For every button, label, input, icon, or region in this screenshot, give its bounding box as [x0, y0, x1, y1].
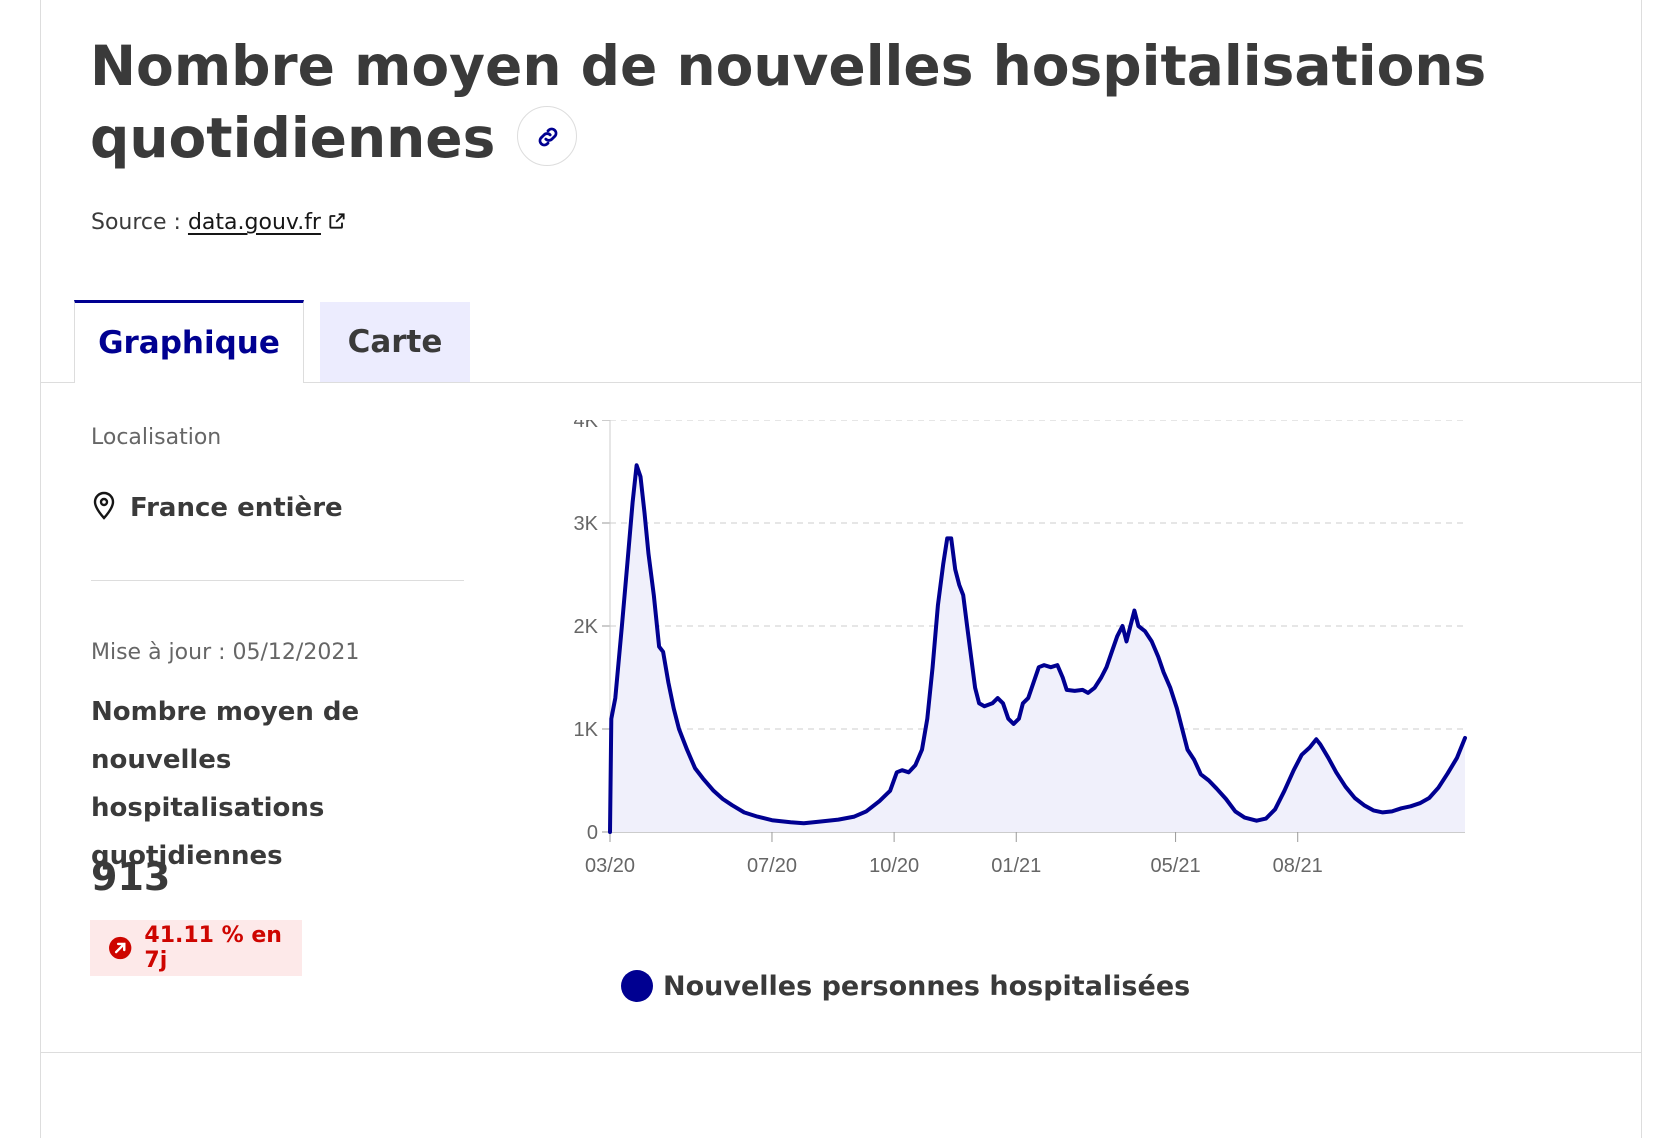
chart-legend: Nouvelles personnes hospitalisées — [621, 970, 1190, 1002]
kpi-title: Nombre moyen de nouvelles hospitalisatio… — [91, 697, 360, 871]
location-value: France entière — [130, 493, 343, 523]
panel-bottom-divider — [40, 1052, 1642, 1053]
map-pin-icon — [93, 491, 115, 520]
hospitalisations-chart: 0 1K 2K 3K 4K 03/20 07/20 10/20 01/21 05/21 08/21 — [574, 420, 1467, 877]
page-title: Nombre moyen de nouvelles hospitalisatio… — [90, 30, 1510, 174]
tab-graphique-label: Graphique — [98, 325, 280, 361]
legend-swatch — [621, 970, 653, 1002]
x-tick-label: 05/21 — [1151, 855, 1201, 877]
series-line — [608, 463, 1467, 834]
x-tick-label: 07/20 — [747, 855, 797, 877]
x-tick-label: 01/21 — [991, 855, 1041, 877]
source-link[interactable]: data.gouv.fr — [188, 210, 347, 235]
source-prefix: Source : — [91, 210, 188, 235]
y-tick-label: 3K — [574, 513, 599, 535]
page-title-text: Nombre moyen de nouvelles hospitalisatio… — [90, 34, 1487, 170]
trend-badge: 41.11 % en 7j — [90, 920, 302, 976]
link-icon — [538, 127, 558, 147]
sidebar-separator — [91, 580, 464, 581]
kpi-value: 913 — [91, 855, 171, 899]
y-tick-label: 2K — [574, 616, 599, 638]
x-tick-label: 03/20 — [585, 855, 635, 877]
copy-link-button[interactable] — [517, 105, 578, 166]
card-container — [40, 0, 1642, 1138]
y-tick-label: 0 — [587, 822, 598, 844]
external-link-icon — [329, 213, 345, 229]
x-tick-label: 10/20 — [869, 855, 919, 877]
tab-carte[interactable]: Carte — [320, 302, 470, 382]
legend-label: Nouvelles personnes hospitalisées — [663, 970, 1191, 1002]
location-label: Localisation — [91, 425, 222, 450]
location-selector: France entière — [92, 490, 343, 523]
arrow-up-right-icon — [109, 936, 132, 960]
trend-badge-text: 41.11 % en 7j — [144, 923, 282, 973]
source-line: Source : data.gouv.fr — [91, 210, 347, 235]
source-link-text: data.gouv.fr — [187, 210, 321, 235]
update-date: Mise à jour : 05/12/2021 — [91, 640, 360, 665]
x-tick-label: 08/21 — [1273, 855, 1323, 877]
series-area — [610, 465, 1465, 832]
tabs-divider — [40, 382, 1642, 383]
tab-carte-label: Carte — [347, 324, 443, 360]
tab-graphique[interactable]: Graphique — [74, 300, 304, 383]
y-tick-label: 4K — [574, 420, 599, 432]
y-tick-label: 1K — [574, 719, 599, 741]
